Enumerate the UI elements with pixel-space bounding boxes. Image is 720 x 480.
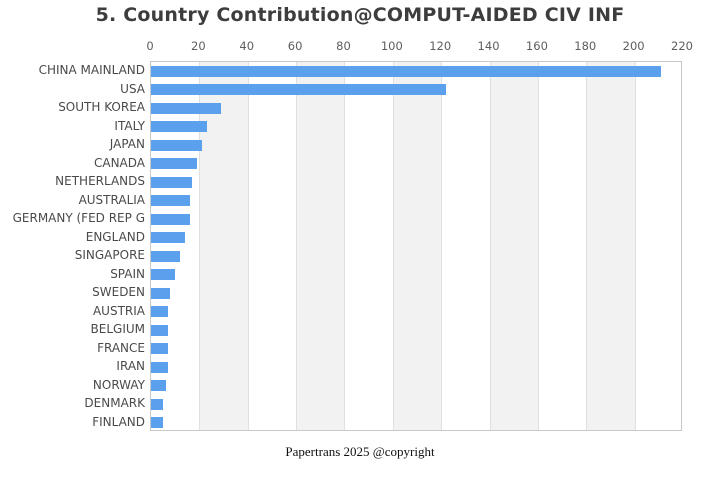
category-label: SWEDEN [92,285,145,299]
bar-south-korea [151,102,222,114]
gridline [199,62,201,430]
bar-china-mainland [151,65,662,77]
category-label: GERMANY (FED REP G [12,211,145,225]
bar-singapore [151,250,181,262]
bar-finland [151,417,164,429]
bar-italy [151,121,207,133]
category-label: DENMARK [84,396,145,410]
background-band [296,62,345,430]
gridline [537,62,539,430]
gridline [441,62,443,430]
gridline [634,62,636,430]
footer-credit: Papertrans 2025 @copyright [285,444,435,459]
bar-belgium [151,324,168,336]
category-label: JAPAN [109,137,145,151]
bar-denmark [151,398,164,410]
bar-germany-fed-rep-g [151,213,190,225]
category-label: NETHERLANDS [55,174,145,188]
bar-netherlands [151,176,193,188]
bar-spain [151,269,176,281]
category-label: USA [120,81,145,96]
category-label: BELGIUM [90,322,145,336]
category-label: CANADA [93,155,145,170]
chart-title: 5. Country Contribution@COMPUT-AIDED CIV… [95,4,625,26]
x-axis-tick-label: 200 [622,39,645,53]
x-axis-tick-label: 100 [380,39,403,53]
background-band [586,62,635,430]
category-label: NORWAY [92,377,145,392]
gridline [392,62,394,430]
category-label: ITALY [114,118,145,133]
gridline [586,62,588,430]
category-label: AUSTRIA [92,303,145,318]
bar-england [151,232,185,244]
plot-area [150,61,682,431]
bar-iran [151,361,168,373]
bar-sweden [151,287,171,299]
x-axis-tick-label: 180 [574,39,597,53]
category-label: CHINA MAINLAND [38,63,145,77]
category-label: AUSTRALIA [78,192,145,207]
category-label: SOUTH KOREA [58,100,145,114]
category-label: IRAN [116,359,145,373]
x-axis-tick-label: 220 [671,39,693,53]
x-axis-tick-label: 60 [287,39,303,53]
category-label: SINGAPORE [74,248,145,262]
bar-canada [151,158,197,170]
bar-norway [151,380,166,392]
x-axis-tick-label: 40 [239,39,255,53]
bar-austria [151,306,168,318]
category-label: FINLAND [92,414,145,429]
background-band [199,62,248,430]
gridline [489,62,491,430]
bar-usa [151,84,447,96]
x-axis-tick-label: 120 [429,39,452,53]
bar-japan [151,139,202,151]
background-band [489,62,538,430]
x-axis-tick-label: 20 [191,39,206,53]
gridline [344,62,346,430]
x-axis-tick-label: 140 [477,39,500,53]
category-label: SPAIN [110,266,145,281]
category-label: FRANCE [97,340,145,355]
background-band [392,62,442,430]
bar-australia [151,195,190,207]
gridline [247,62,249,430]
bar-france [151,343,168,355]
category-label: ENGLAND [85,229,145,244]
gridline [296,62,298,430]
x-axis-tick-label: 0 [146,39,154,53]
x-axis-tick-label: 160 [525,39,548,53]
x-axis-tick-label: 80 [336,39,351,53]
